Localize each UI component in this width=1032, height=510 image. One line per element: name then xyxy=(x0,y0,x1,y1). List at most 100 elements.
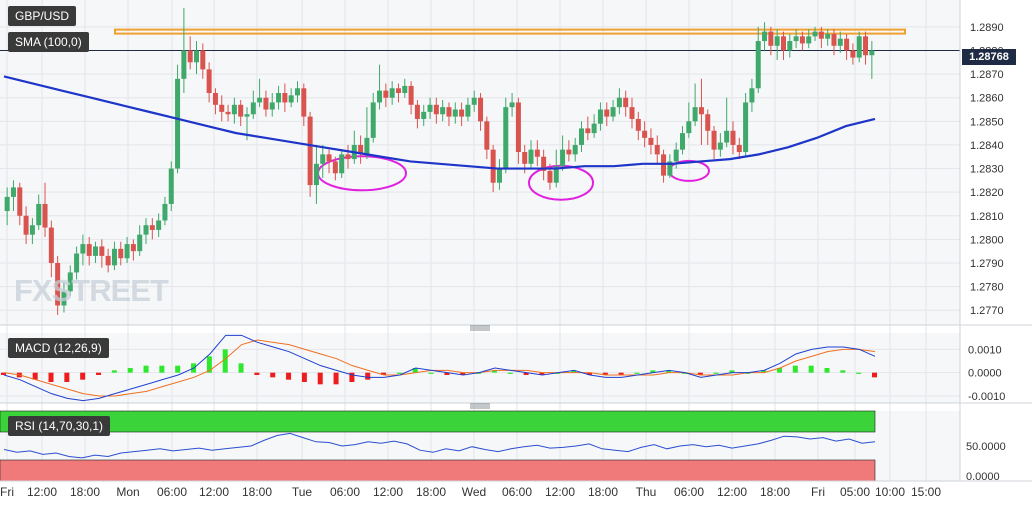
macd-histogram-bar-negative xyxy=(586,372,592,375)
candle-down xyxy=(484,121,490,150)
symbol-label[interactable]: GBP/USD xyxy=(8,6,77,26)
macd-histogram-bar-negative xyxy=(317,372,323,385)
pane-resize-handle[interactable] xyxy=(470,403,490,409)
macd-tick-label: 0.0010 xyxy=(968,344,1002,356)
macd-tick-label: 0.0000 xyxy=(968,368,1002,380)
sma-indicator-label[interactable]: SMA (100,0) xyxy=(8,32,89,52)
pane-resize-handle[interactable] xyxy=(470,325,490,331)
candle-up xyxy=(67,272,73,292)
candle-up xyxy=(579,128,585,145)
candle-down xyxy=(48,227,54,263)
time-axis-label: 06:00 xyxy=(330,485,360,499)
macd-histogram-bar-negative xyxy=(523,372,529,375)
price-tick-label: 1.2790 xyxy=(970,258,1004,270)
candle-down xyxy=(705,114,711,131)
price-tick-label: 1.2770 xyxy=(970,305,1004,317)
macd-histogram-bar-positive xyxy=(666,370,672,373)
macd-histogram-bar-positive xyxy=(476,372,482,374)
macd-histogram-bar-positive xyxy=(650,370,656,373)
macd-histogram-bar-positive xyxy=(808,365,814,373)
candle-up xyxy=(616,97,622,108)
candle-up xyxy=(560,149,566,167)
macd-histogram-bar-negative xyxy=(365,372,371,380)
candle-down xyxy=(187,50,193,63)
grid-lines xyxy=(0,0,960,481)
price-tick-label: 1.2870 xyxy=(970,69,1004,81)
candle-up xyxy=(339,154,345,174)
macd-histogram-bar-positive xyxy=(428,372,434,374)
candle-up xyxy=(313,163,319,186)
candle-down xyxy=(219,104,225,112)
macd-histogram-bar-positive xyxy=(396,372,402,374)
macd-histogram-bar-positive xyxy=(175,365,181,373)
macd-histogram-bar-positive xyxy=(555,372,561,374)
time-axis-label: Tue xyxy=(292,485,313,499)
candle-up xyxy=(673,149,679,162)
candle-up xyxy=(80,244,86,254)
candle-down xyxy=(395,88,401,93)
time-axis-label: 12:00 xyxy=(27,485,57,499)
candle-up xyxy=(471,97,477,105)
candle-down xyxy=(541,156,547,171)
price-tick-label: 1.2890 xyxy=(970,22,1004,34)
resistance-band xyxy=(114,28,906,35)
candle-down xyxy=(345,154,351,160)
price-tick-label: 1.2810 xyxy=(970,211,1004,223)
candle-down xyxy=(623,97,629,108)
candle-down xyxy=(459,109,465,117)
candle-up xyxy=(231,104,237,115)
candle-down xyxy=(629,107,635,119)
candle-down xyxy=(118,248,124,259)
macd-histogram-bar-positive xyxy=(111,370,117,373)
candle-down xyxy=(446,107,452,117)
candle-up xyxy=(572,144,578,155)
candle-down xyxy=(698,107,704,115)
candle-up xyxy=(793,36,799,42)
macd-histogram-bar-positive xyxy=(222,349,228,373)
rsi-indicator-label[interactable]: RSI (14,70,30,1) xyxy=(8,416,111,436)
candle-down xyxy=(635,118,641,131)
candle-up xyxy=(181,50,187,79)
macd-histogram-bar-positive xyxy=(824,368,830,373)
price-tick-label: 1.2800 xyxy=(970,234,1004,246)
macd-histogram-bar-negative xyxy=(697,372,703,375)
candle-up xyxy=(244,114,250,117)
last-price-tag: 1.28768 xyxy=(962,49,1016,65)
macd-histogram-bar-positive xyxy=(571,370,577,373)
candle-down xyxy=(301,88,307,117)
candle-up xyxy=(162,203,168,221)
candle-up xyxy=(143,225,149,235)
candle-down xyxy=(534,149,540,157)
price-tick-label: 1.2830 xyxy=(970,164,1004,176)
candle-up xyxy=(370,102,376,138)
macd-histogram-bar-positive xyxy=(634,372,640,374)
candle-up xyxy=(175,78,181,169)
rsi-zones xyxy=(0,410,876,482)
time-axis-label: 12:00 xyxy=(199,485,229,499)
candle-up xyxy=(288,95,294,103)
candle-down xyxy=(238,104,244,117)
candle-up xyxy=(276,92,282,103)
macd-histogram-bar-positive xyxy=(761,370,767,373)
time-axis-label: Fri xyxy=(0,485,14,499)
candle-up xyxy=(427,104,433,112)
time-axis-label: 12:00 xyxy=(717,485,747,499)
candle-up xyxy=(74,253,80,273)
candle-down xyxy=(105,255,111,266)
candle-up xyxy=(869,50,875,56)
candle-up xyxy=(509,102,515,108)
candle-down xyxy=(99,246,105,256)
time-axis-label: 18:00 xyxy=(588,485,618,499)
time-axis-label: 18:00 xyxy=(242,485,272,499)
macd-indicator-label[interactable]: MACD (12,26,9) xyxy=(8,338,109,358)
time-axis-label: Thu xyxy=(636,485,657,499)
time-axis-label: 18:00 xyxy=(70,485,100,499)
candle-up xyxy=(528,149,534,164)
candle-down xyxy=(225,111,231,115)
macd-histogram-bar-negative xyxy=(349,372,355,382)
candle-down xyxy=(736,144,742,153)
candle-up xyxy=(692,107,698,122)
macd-histogram-bar-positive xyxy=(713,372,719,374)
candle-down xyxy=(515,102,521,153)
